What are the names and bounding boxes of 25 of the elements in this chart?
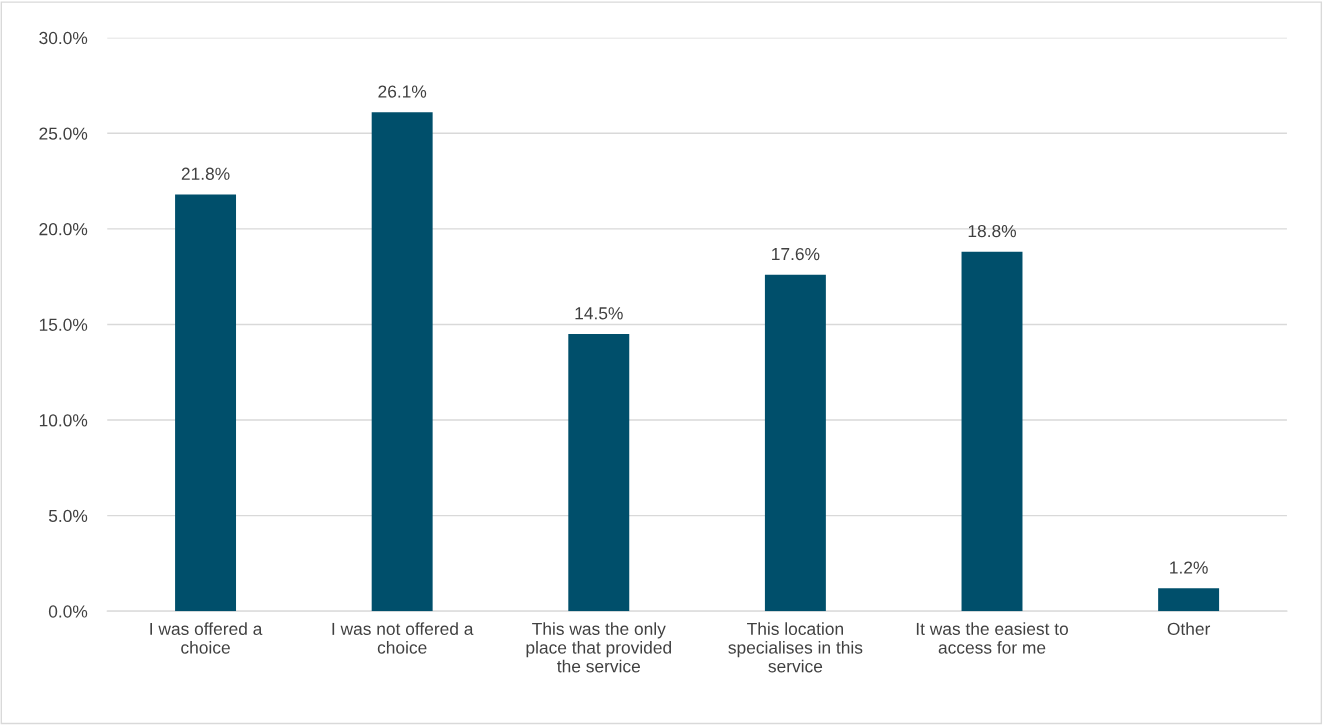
data-label: 17.6%: [772, 247, 820, 261]
x-tick-label: This was the only place that provided the service: [526, 622, 672, 673]
x-tick-label: Other: [1167, 622, 1211, 636]
x-tick-label: I was offered a choice: [150, 622, 263, 654]
x-tick-label: I was not offered a choice: [332, 622, 474, 654]
y-tick-label: 15.0%: [39, 318, 88, 331]
x-tick-label: This location specialises in this service: [728, 622, 863, 673]
bar: [961, 251, 1023, 612]
bar: [568, 334, 630, 612]
y-tick-label: 0.0%: [48, 605, 88, 618]
data-label: 1.2%: [1170, 561, 1208, 574]
bar: [1158, 588, 1220, 612]
data-label: 18.8%: [968, 224, 1016, 238]
bar: [764, 274, 826, 612]
bar: [371, 112, 433, 612]
data-label: 14.5%: [575, 307, 623, 320]
y-tick-label: 25.0%: [39, 127, 88, 140]
data-label: 21.8%: [181, 167, 230, 180]
y-tick-label: 10.0%: [39, 414, 88, 427]
y-tick-label: 5.0%: [48, 509, 88, 523]
y-tick-label: 30.0%: [39, 31, 88, 45]
x-tick-label: It was the easiest to access for me: [916, 622, 1068, 654]
y-tick-label: 20.0%: [39, 223, 88, 236]
bar: [175, 194, 237, 612]
data-label: 26.1%: [378, 85, 427, 98]
